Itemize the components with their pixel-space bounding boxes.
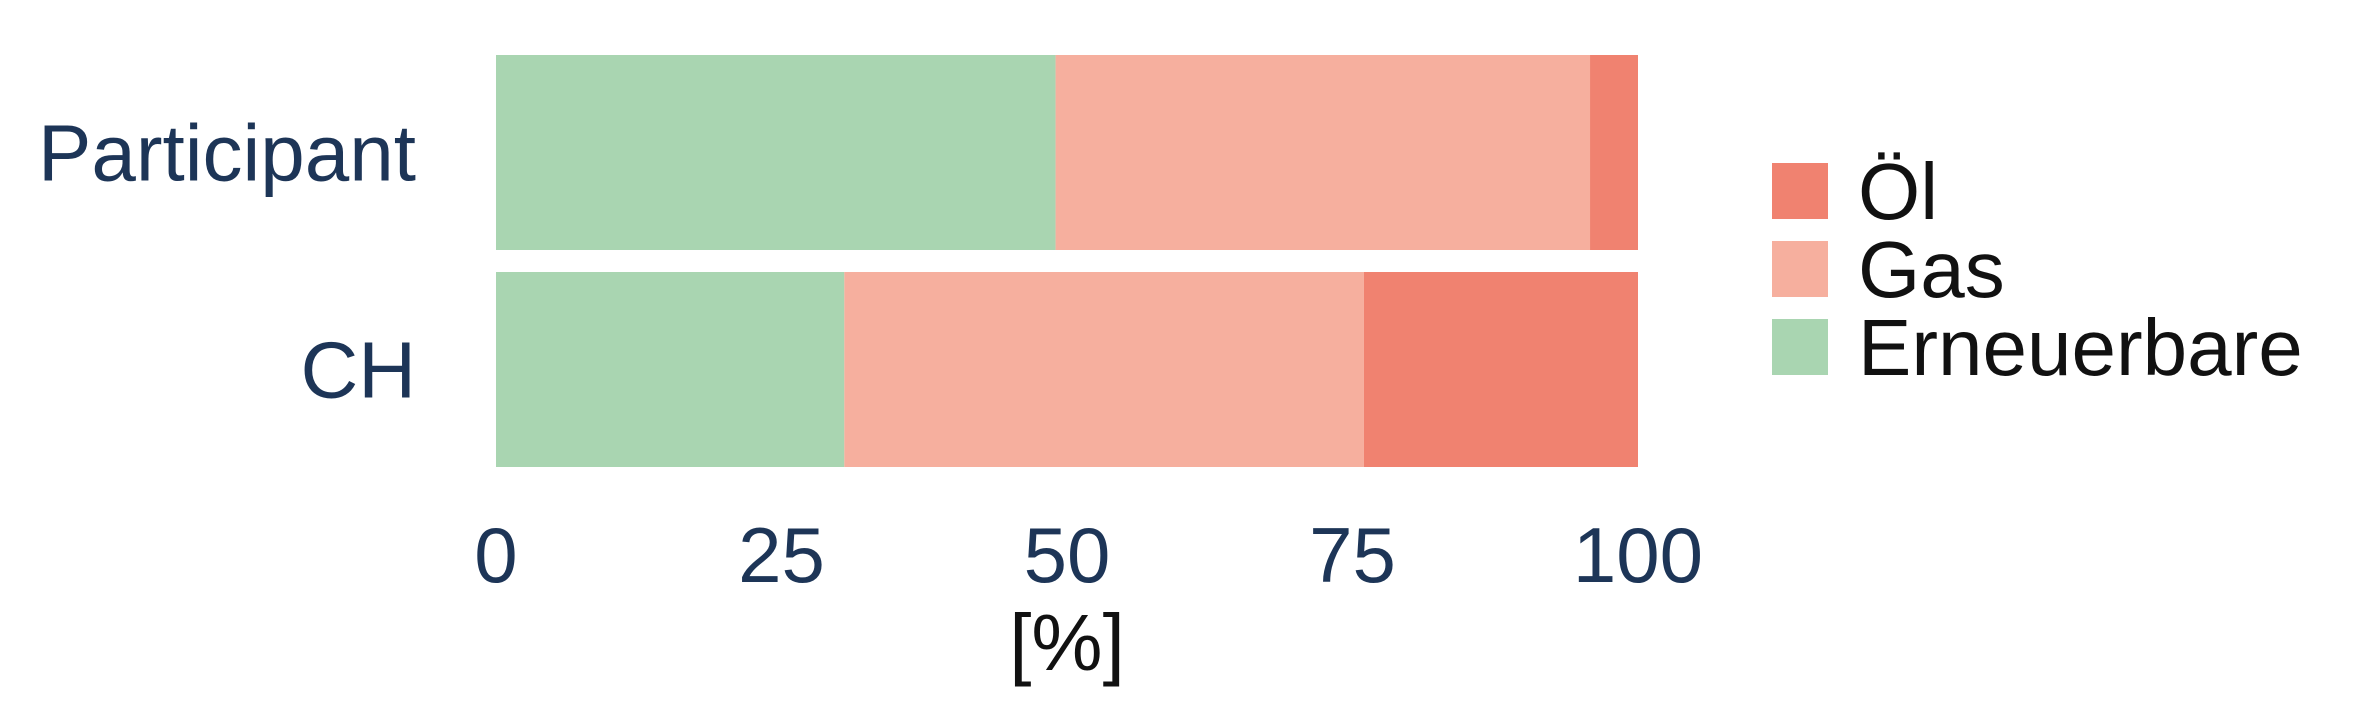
- category-label-ch: CH: [300, 326, 416, 415]
- legend-swatch-ol: [1772, 163, 1828, 219]
- bar-participant-ol: [1590, 55, 1638, 250]
- x-tick-label-100: 100: [1573, 511, 1703, 599]
- x-axis-ticks: 0 25 50 75 100: [474, 511, 1703, 599]
- legend-label-ol: Öl: [1858, 147, 1938, 236]
- x-tick-label-25: 25: [738, 511, 825, 599]
- x-tick-label-50: 50: [1024, 511, 1111, 599]
- bar-participant-erneuerbare: [496, 55, 1056, 250]
- x-tick-label-0: 0: [474, 511, 517, 599]
- category-label-participant: Participant: [38, 109, 416, 198]
- legend-swatch-gas: [1772, 241, 1828, 297]
- bars-group: [496, 55, 1638, 467]
- bar-ch-ol: [1363, 272, 1638, 467]
- bar-participant-gas: [1055, 55, 1591, 250]
- x-tick-label-75: 75: [1309, 511, 1396, 599]
- x-axis-title: [%]: [1009, 598, 1125, 687]
- legend-swatch-erneuerbare: [1772, 319, 1828, 375]
- bar-ch-erneuerbare: [496, 272, 845, 467]
- legend-label-erneuerbare: Erneuerbare: [1858, 303, 2303, 392]
- bar-ch-gas: [844, 272, 1364, 467]
- legend-label-gas: Gas: [1858, 225, 2005, 314]
- category-labels: Participant CH: [38, 109, 416, 415]
